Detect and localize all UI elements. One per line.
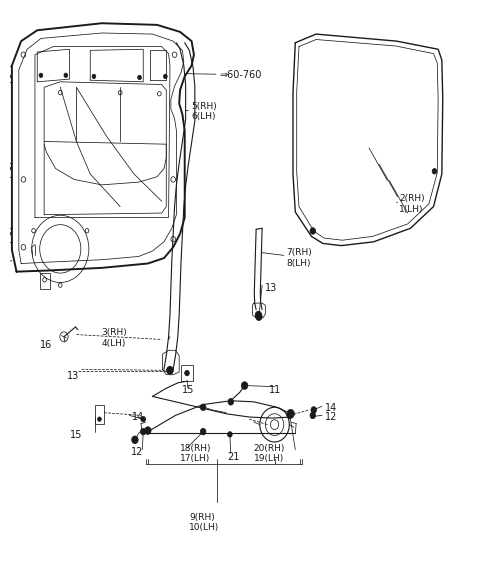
Circle shape	[200, 404, 206, 411]
Text: 20(RH)
19(LH): 20(RH) 19(LH)	[254, 444, 285, 463]
Text: 21: 21	[227, 452, 240, 462]
Circle shape	[167, 367, 173, 374]
Text: 2(RH)
1(LH): 2(RH) 1(LH)	[399, 194, 425, 214]
Circle shape	[287, 410, 294, 418]
Text: 14: 14	[325, 403, 337, 414]
Circle shape	[144, 427, 151, 434]
Circle shape	[185, 371, 189, 376]
Circle shape	[310, 412, 315, 419]
Circle shape	[256, 313, 262, 320]
Circle shape	[141, 428, 146, 435]
Circle shape	[311, 407, 316, 413]
Text: 13: 13	[67, 371, 80, 381]
Bar	[95, 405, 104, 424]
Text: 13: 13	[265, 283, 277, 293]
Circle shape	[200, 428, 206, 435]
Text: 15: 15	[182, 385, 195, 395]
Circle shape	[167, 367, 173, 374]
Circle shape	[228, 432, 232, 437]
Circle shape	[141, 416, 145, 422]
Text: 3(RH)
4(LH): 3(RH) 4(LH)	[102, 328, 128, 347]
Text: 14: 14	[132, 412, 144, 422]
Bar	[39, 273, 50, 289]
Circle shape	[7, 167, 11, 171]
Text: 12: 12	[131, 447, 143, 457]
Text: 11: 11	[269, 385, 281, 395]
Circle shape	[132, 436, 138, 444]
Circle shape	[7, 232, 11, 236]
Text: 15: 15	[70, 431, 82, 441]
Circle shape	[39, 73, 43, 77]
Text: ⇒60-760: ⇒60-760	[219, 69, 262, 80]
Circle shape	[138, 75, 142, 80]
Circle shape	[310, 228, 315, 234]
Text: 5(RH)
6(LH): 5(RH) 6(LH)	[192, 102, 217, 121]
Circle shape	[164, 74, 167, 79]
Circle shape	[64, 73, 68, 77]
Circle shape	[7, 74, 11, 79]
Circle shape	[432, 168, 437, 174]
Circle shape	[97, 417, 101, 421]
Text: 16: 16	[39, 340, 52, 350]
Circle shape	[228, 398, 234, 405]
Text: 9(RH)
10(LH): 9(RH) 10(LH)	[189, 512, 219, 532]
Text: 7(RH)
8(LH): 7(RH) 8(LH)	[286, 249, 312, 268]
Text: 12: 12	[325, 412, 337, 422]
Circle shape	[92, 74, 96, 79]
Circle shape	[287, 412, 292, 419]
Circle shape	[241, 382, 248, 389]
Text: 18(RH)
17(LH): 18(RH) 17(LH)	[180, 444, 212, 463]
Circle shape	[255, 311, 262, 319]
Bar	[181, 365, 192, 381]
